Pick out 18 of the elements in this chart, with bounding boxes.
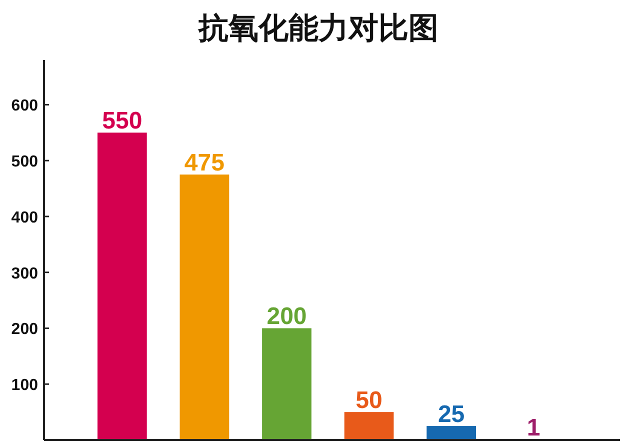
data-label: 50 <box>356 387 382 414</box>
y-tick-label: 600 <box>11 98 38 115</box>
data-label: 25 <box>438 401 465 428</box>
bar <box>97 132 147 440</box>
bar <box>180 174 230 440</box>
y-tick-label: 500 <box>11 154 38 171</box>
data-label: 475 <box>184 150 224 177</box>
data-label: 1 <box>526 414 540 442</box>
data-label: 550 <box>102 108 142 135</box>
bar <box>262 328 312 440</box>
y-tick-label: 100 <box>11 377 38 394</box>
y-tick-label: 300 <box>11 265 38 282</box>
bar <box>344 412 394 440</box>
y-tick-label: 400 <box>11 209 38 226</box>
data-label: 200 <box>266 303 307 330</box>
y-tick-label: 200 <box>11 321 38 338</box>
chart-title: 抗氧化能力对比图 <box>198 12 438 45</box>
bar <box>426 426 476 440</box>
